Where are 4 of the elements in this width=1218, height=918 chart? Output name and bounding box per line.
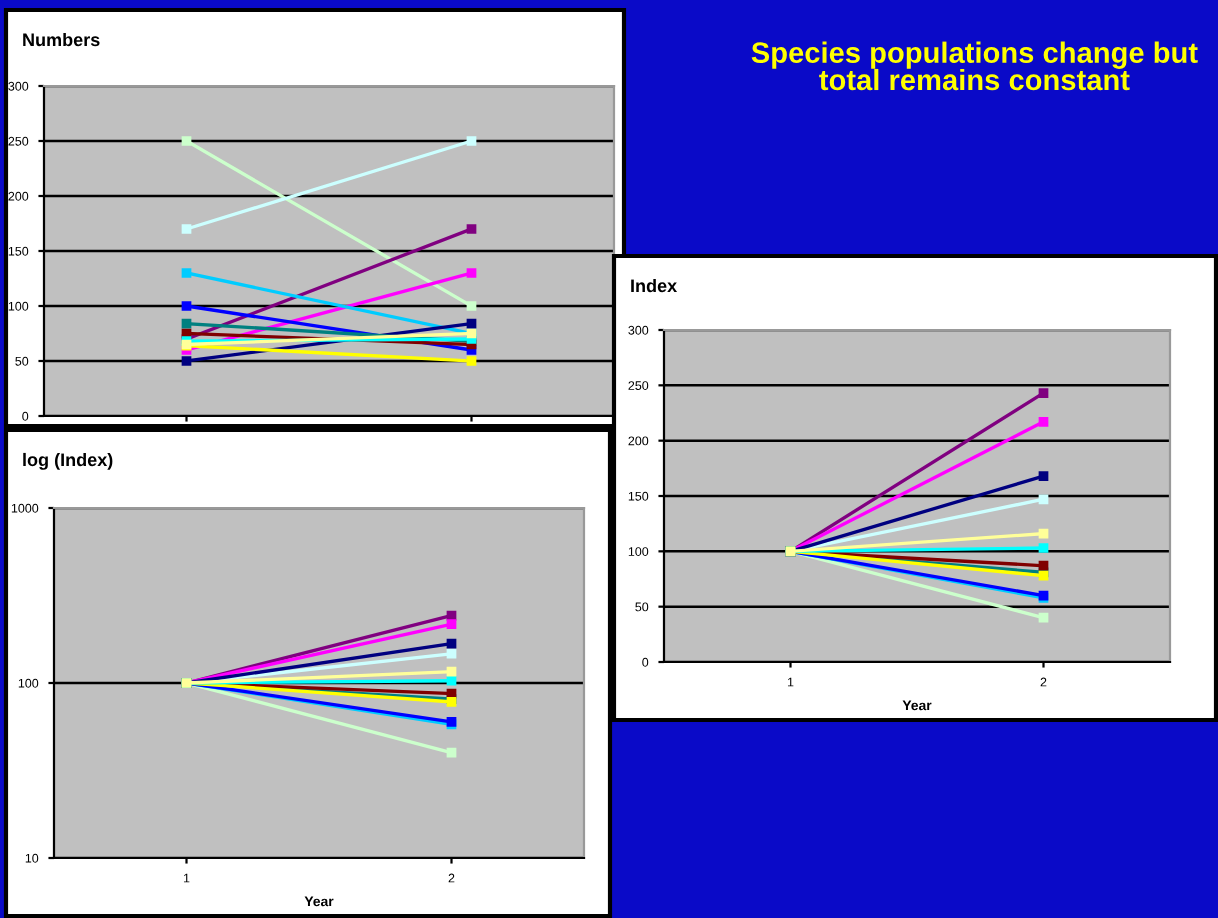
chart-title: log (Index) xyxy=(23,452,113,470)
chart-title: Index xyxy=(631,278,678,293)
text: Species populations change but total remains constant xyxy=(751,41,1198,91)
chart-title: Numbers xyxy=(23,32,100,47)
